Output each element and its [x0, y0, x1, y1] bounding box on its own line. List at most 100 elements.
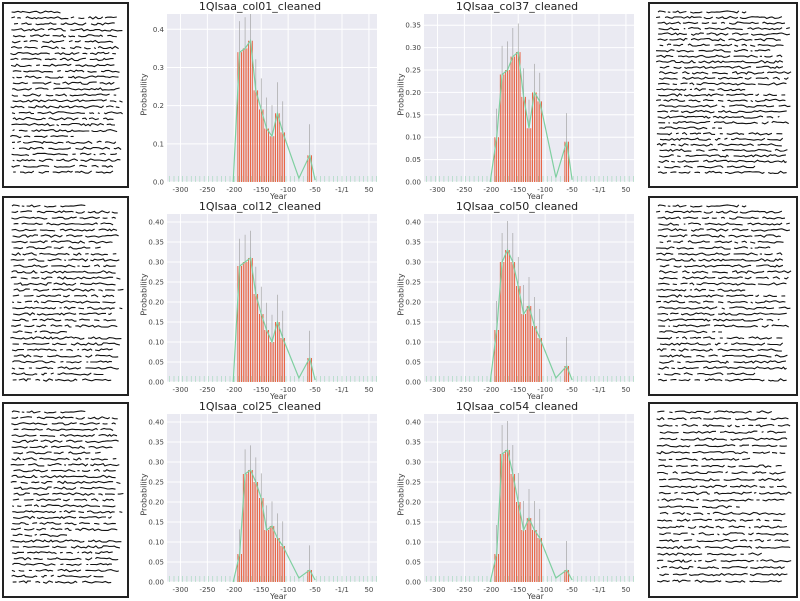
handwriting-line: [13, 35, 121, 37]
handwriting-line: [11, 504, 116, 508]
histogram-bar: [269, 526, 275, 582]
handwriting-line: [658, 324, 789, 328]
handwriting-line: [11, 348, 113, 352]
handwriting-line: [11, 325, 122, 327]
histogram-col37: 0.00 0.05 0.10 0.15 0.20 0.25 0.30 0.35 -300 -250…: [405, 14, 634, 194]
handwriting-line: [12, 580, 112, 584]
handwriting-line: [656, 55, 785, 57]
handwriting-line: [11, 64, 118, 66]
handwriting-line: [11, 568, 119, 573]
handwriting-line: [659, 572, 788, 577]
histogram-bar: [275, 538, 280, 582]
y-tick-label: 0.25: [405, 479, 421, 487]
handwriting-line: [12, 146, 122, 150]
handwriting-line: [13, 170, 114, 174]
handwriting-line: [12, 129, 118, 133]
y-tick-label: 0.2: [153, 102, 164, 110]
y-tick-label: 0.10: [405, 134, 421, 142]
chart-panel-col25: 1QIsaa_col25_cleaned 0.00 0.05 0.10 0.15 0.2…: [135, 400, 385, 601]
handwriting-line: [656, 258, 784, 262]
histogram-bar: [280, 338, 285, 382]
density-curve: [232, 256, 316, 383]
handwriting-line: [660, 66, 787, 68]
histogram-bar: [494, 554, 499, 582]
x-tick-label: -1/1: [592, 386, 606, 394]
handwriting-line: [11, 474, 116, 479]
histogram-bar: [248, 40, 253, 183]
x-tick-label: -100: [537, 386, 553, 394]
handwriting-line: [12, 434, 121, 436]
handwriting-line: [657, 423, 791, 428]
x-axis-label: Year: [270, 392, 287, 401]
y-tick-label: 0.25: [148, 279, 164, 287]
handwriting-line: [12, 361, 114, 363]
y-tick-label: 0.40: [148, 419, 164, 427]
histogram-bar: [532, 92, 537, 182]
x-tick-label: -150: [253, 586, 269, 594]
handwriting-line: [13, 264, 116, 268]
y-tick-label: 0.15: [405, 519, 421, 527]
x-tick-label: -250: [199, 586, 215, 594]
handwriting-line: [656, 88, 750, 90]
histogram-bar: [237, 52, 242, 182]
handwriting-line: [11, 366, 119, 370]
handwriting-line: [11, 270, 116, 274]
manuscript-thumb-col01: [2, 2, 129, 188]
y-tick-label: 0.15: [148, 319, 164, 327]
handwriting-line: [12, 158, 121, 162]
y-tick-label: 0.10: [148, 339, 164, 347]
handwriting-line: [658, 222, 790, 226]
handwriting-line: [656, 59, 784, 64]
y-tick-label: 0.35: [405, 22, 421, 30]
y-tick-label: 0.35: [405, 439, 421, 447]
handwriting-line: [12, 94, 121, 96]
y-tick-label: 0.3: [153, 64, 164, 72]
handwriting-line: [657, 546, 795, 548]
handwriting-line: [657, 518, 783, 522]
y-tick-label: 0.1: [153, 140, 164, 148]
histogram-bar: [526, 518, 532, 582]
x-tick-label: -300: [173, 386, 189, 394]
y-tick-label: 0.05: [405, 559, 421, 567]
handwriting-line: [659, 477, 784, 482]
handwriting-line: [656, 301, 788, 303]
handwriting-line: [10, 134, 74, 139]
histogram-bar: [248, 258, 253, 382]
histogram-bar: [269, 342, 275, 382]
handwriting-line: [656, 143, 782, 147]
handwriting-line: [659, 43, 784, 47]
handwriting-line: [657, 111, 789, 113]
handwriting-line: [10, 57, 114, 62]
histogram-bar: [307, 358, 312, 382]
y-tick-label: 0.20: [148, 499, 164, 507]
handwriting-line: [11, 140, 117, 145]
handwriting-line: [658, 159, 787, 164]
histogram-bar: [499, 74, 505, 182]
handwriting-line: [658, 270, 792, 274]
x-tick-label: -1/1: [592, 586, 606, 594]
handwriting-line: [657, 216, 786, 220]
handwriting-line: [659, 539, 792, 541]
handwriting-line: [11, 152, 118, 157]
x-tick-label: -200: [226, 386, 242, 394]
y-tick-label: 0.20: [405, 299, 421, 307]
handwriting-line: [659, 154, 786, 158]
handwriting-line: [11, 111, 123, 115]
handwriting-line: [659, 430, 786, 435]
handwriting-line: [12, 509, 123, 514]
handwriting-line: [12, 446, 115, 448]
y-tick-label: 0.20: [148, 299, 164, 307]
density-curve: [489, 50, 573, 183]
handwriting-line: [660, 138, 786, 140]
handwriting-line: [10, 463, 120, 467]
handwriting-line: [10, 45, 119, 50]
handwriting-line: [660, 343, 786, 345]
handwriting-line: [12, 318, 116, 322]
histogram-bar: [499, 262, 505, 382]
x-tick-label: 50: [364, 386, 373, 394]
handwriting-line: [657, 37, 781, 42]
y-axis-label: Probability: [139, 273, 149, 316]
handwriting-line: [12, 69, 120, 73]
handwriting-line: [657, 552, 762, 556]
histogram-bar: [242, 474, 248, 582]
